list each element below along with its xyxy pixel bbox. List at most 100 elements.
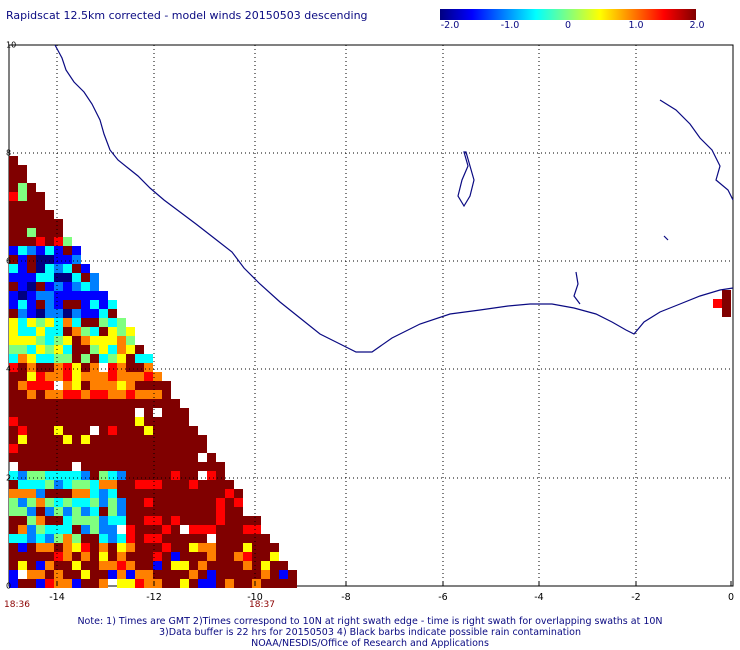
wind-cell bbox=[18, 183, 27, 192]
wind-cell bbox=[162, 381, 171, 390]
wind-cell bbox=[54, 309, 63, 318]
swath-start-time: 18:36 bbox=[4, 600, 30, 610]
wind-cell bbox=[81, 363, 90, 372]
wind-cell bbox=[243, 552, 252, 561]
wind-cell bbox=[90, 462, 99, 471]
wind-cell bbox=[90, 507, 99, 516]
river-outline bbox=[659, 99, 734, 201]
wind-cell bbox=[36, 219, 45, 228]
wind-cell bbox=[171, 399, 180, 408]
wind-cell bbox=[54, 570, 63, 579]
wind-cell bbox=[45, 381, 54, 390]
wind-cell bbox=[63, 498, 72, 507]
wind-cell bbox=[189, 426, 198, 435]
wind-cell bbox=[81, 579, 90, 588]
y-tick-label: 4 bbox=[6, 364, 12, 374]
wind-cell bbox=[216, 570, 225, 579]
wind-cell bbox=[81, 570, 90, 579]
wind-cell bbox=[45, 354, 54, 363]
wind-cell bbox=[36, 309, 45, 318]
wind-cell bbox=[117, 399, 126, 408]
wind-cell bbox=[144, 525, 153, 534]
wind-cell bbox=[36, 228, 45, 237]
wind-cell bbox=[234, 579, 243, 588]
wind-cell bbox=[108, 381, 117, 390]
wind-cell bbox=[81, 462, 90, 471]
wind-cell bbox=[36, 237, 45, 246]
wind-cell bbox=[72, 552, 81, 561]
wind-cell bbox=[234, 534, 243, 543]
wind-cell bbox=[81, 327, 90, 336]
wind-cell bbox=[216, 462, 225, 471]
wind-cell bbox=[234, 516, 243, 525]
wind-cell bbox=[18, 192, 27, 201]
wind-cell bbox=[54, 444, 63, 453]
wind-cell bbox=[117, 579, 126, 588]
wind-cell bbox=[135, 534, 144, 543]
wind-cell bbox=[180, 534, 189, 543]
wind-cell bbox=[9, 507, 18, 516]
wind-cell bbox=[45, 336, 54, 345]
wind-cell bbox=[18, 372, 27, 381]
wind-cell bbox=[9, 354, 18, 363]
wind-cell bbox=[9, 444, 18, 453]
wind-cell bbox=[27, 210, 36, 219]
wind-cell bbox=[27, 291, 36, 300]
wind-cell bbox=[81, 300, 90, 309]
wind-cell bbox=[18, 444, 27, 453]
wind-cell bbox=[207, 471, 216, 480]
wind-cell bbox=[18, 174, 27, 183]
wind-cell bbox=[72, 390, 81, 399]
wind-cell bbox=[90, 363, 99, 372]
wind-cell bbox=[72, 507, 81, 516]
wind-cell bbox=[27, 201, 36, 210]
wind-cell bbox=[81, 309, 90, 318]
wind-cell bbox=[72, 489, 81, 498]
wind-cell bbox=[117, 381, 126, 390]
wind-cell bbox=[9, 381, 18, 390]
wind-cell bbox=[243, 543, 252, 552]
wind-cell bbox=[18, 561, 27, 570]
wind-cell bbox=[63, 246, 72, 255]
wind-cell bbox=[180, 498, 189, 507]
wind-cell bbox=[36, 273, 45, 282]
wind-cell bbox=[171, 444, 180, 453]
wind-cell bbox=[252, 579, 261, 588]
wind-cell bbox=[198, 462, 207, 471]
wind-cell bbox=[36, 381, 45, 390]
wind-cell bbox=[27, 219, 36, 228]
wind-cell bbox=[27, 300, 36, 309]
wind-cell bbox=[90, 390, 99, 399]
wind-cell bbox=[99, 561, 108, 570]
wind-cell bbox=[126, 435, 135, 444]
wind-cell bbox=[117, 471, 126, 480]
wind-cell bbox=[54, 273, 63, 282]
wind-cell bbox=[162, 489, 171, 498]
wind-cell bbox=[198, 489, 207, 498]
wind-cell bbox=[135, 543, 144, 552]
wind-cell bbox=[117, 480, 126, 489]
wind-cell bbox=[180, 579, 189, 588]
wind-cell bbox=[99, 516, 108, 525]
wind-cell bbox=[99, 291, 108, 300]
wind-cell bbox=[108, 318, 117, 327]
wind-cell bbox=[144, 579, 153, 588]
wind-cell bbox=[117, 426, 126, 435]
wind-cell bbox=[126, 336, 135, 345]
wind-cell bbox=[81, 453, 90, 462]
wind-cell bbox=[45, 453, 54, 462]
wind-cell bbox=[99, 480, 108, 489]
wind-cell bbox=[171, 462, 180, 471]
wind-cell bbox=[99, 552, 108, 561]
x-tick-label: 0 bbox=[727, 592, 735, 603]
wind-cell bbox=[252, 561, 261, 570]
wind-cell bbox=[117, 534, 126, 543]
wind-cell bbox=[261, 570, 270, 579]
wind-cell bbox=[81, 435, 90, 444]
wind-cell bbox=[18, 165, 27, 174]
wind-cell bbox=[63, 255, 72, 264]
wind-cell bbox=[162, 543, 171, 552]
wind-cell bbox=[63, 435, 72, 444]
wind-cell bbox=[36, 507, 45, 516]
wind-cell bbox=[45, 219, 54, 228]
